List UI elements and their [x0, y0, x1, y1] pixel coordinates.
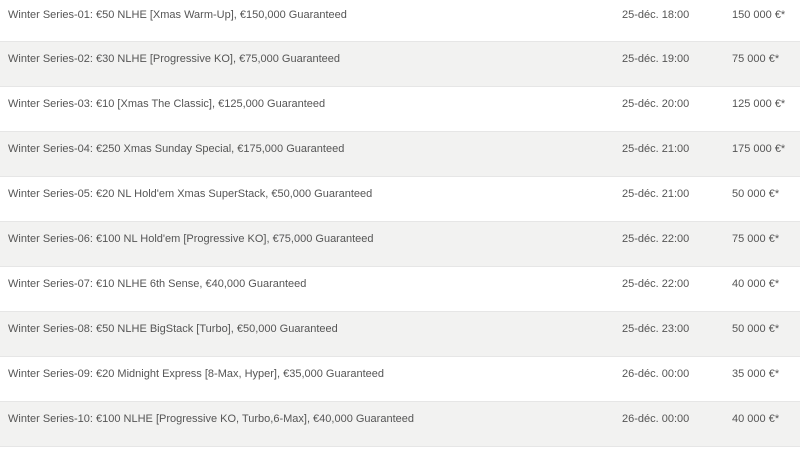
- tournament-prize: 40 000 €*: [732, 413, 780, 425]
- tournament-date: 25-déc. 23:00: [622, 323, 690, 335]
- tournament-prize: 40 000 €*: [732, 278, 780, 290]
- tournament-row[interactable]: Winter Series-04: €250 Xmas Sunday Speci…: [0, 132, 800, 177]
- tournament-date: 25-déc. 21:00: [622, 188, 690, 200]
- tournament-row[interactable]: Winter Series-06: €100 NL Hold'em [Progr…: [0, 222, 800, 267]
- tournament-name[interactable]: Winter Series-09: €20 Midnight Express […: [8, 368, 385, 380]
- tournament-row[interactable]: Winter Series-09: €20 Midnight Express […: [0, 357, 800, 402]
- tournament-date: 25-déc. 21:00: [622, 143, 690, 155]
- tournament-date: 25-déc. 20:00: [622, 98, 690, 110]
- tournament-prize: 50 000 €*: [732, 323, 780, 335]
- tournament-row[interactable]: Winter Series-02: €30 NLHE [Progressive …: [0, 42, 800, 87]
- tournament-date: 25-déc. 19:00: [622, 53, 690, 65]
- tournament-name[interactable]: Winter Series-06: €100 NL Hold'em [Progr…: [8, 233, 374, 245]
- tournament-prize: 150 000 €*: [732, 9, 786, 21]
- tournament-prize: 175 000 €*: [732, 143, 786, 155]
- tournament-prize: 50 000 €*: [732, 188, 780, 200]
- tournament-row[interactable]: Winter Series-03: €10 [Xmas The Classic]…: [0, 87, 800, 132]
- tournament-prize: 75 000 €*: [732, 53, 780, 65]
- tournament-prize: 75 000 €*: [732, 233, 780, 245]
- tournament-date: 26-déc. 00:00: [622, 368, 690, 380]
- tournament-name[interactable]: Winter Series-02: €30 NLHE [Progressive …: [8, 53, 341, 65]
- tournament-prize: 125 000 €*: [732, 98, 786, 110]
- tournament-row[interactable]: Winter Series-05: €20 NL Hold'em Xmas Su…: [0, 177, 800, 222]
- tournament-date: 25-déc. 22:00: [622, 278, 690, 290]
- tournament-row[interactable]: Winter Series-08: €50 NLHE BigStack [Tur…: [0, 312, 800, 357]
- tournament-name[interactable]: Winter Series-08: €50 NLHE BigStack [Tur…: [8, 323, 338, 335]
- tournament-date: 26-déc. 00:00: [622, 413, 690, 425]
- tournament-name[interactable]: Winter Series-07: €10 NLHE 6th Sense, €4…: [8, 278, 307, 290]
- tournament-name[interactable]: Winter Series-03: €10 [Xmas The Classic]…: [8, 98, 326, 110]
- tournament-date: 25-déc. 22:00: [622, 233, 690, 245]
- tournament-name[interactable]: Winter Series-04: €250 Xmas Sunday Speci…: [8, 143, 345, 155]
- tournament-name[interactable]: Winter Series-05: €20 NL Hold'em Xmas Su…: [8, 188, 373, 200]
- tournament-row[interactable]: Winter Series-07: €10 NLHE 6th Sense, €4…: [0, 267, 800, 312]
- tournament-row[interactable]: Winter Series-10: €100 NLHE [Progressive…: [0, 402, 800, 447]
- tournament-name[interactable]: Winter Series-01: €50 NLHE [Xmas Warm-Up…: [8, 9, 347, 21]
- tournament-prize: 35 000 €*: [732, 368, 780, 380]
- tournament-name[interactable]: Winter Series-10: €100 NLHE [Progressive…: [8, 413, 414, 425]
- tournament-row[interactable]: Winter Series-01: €50 NLHE [Xmas Warm-Up…: [0, 0, 800, 42]
- tournament-date: 25-déc. 18:00: [622, 9, 690, 21]
